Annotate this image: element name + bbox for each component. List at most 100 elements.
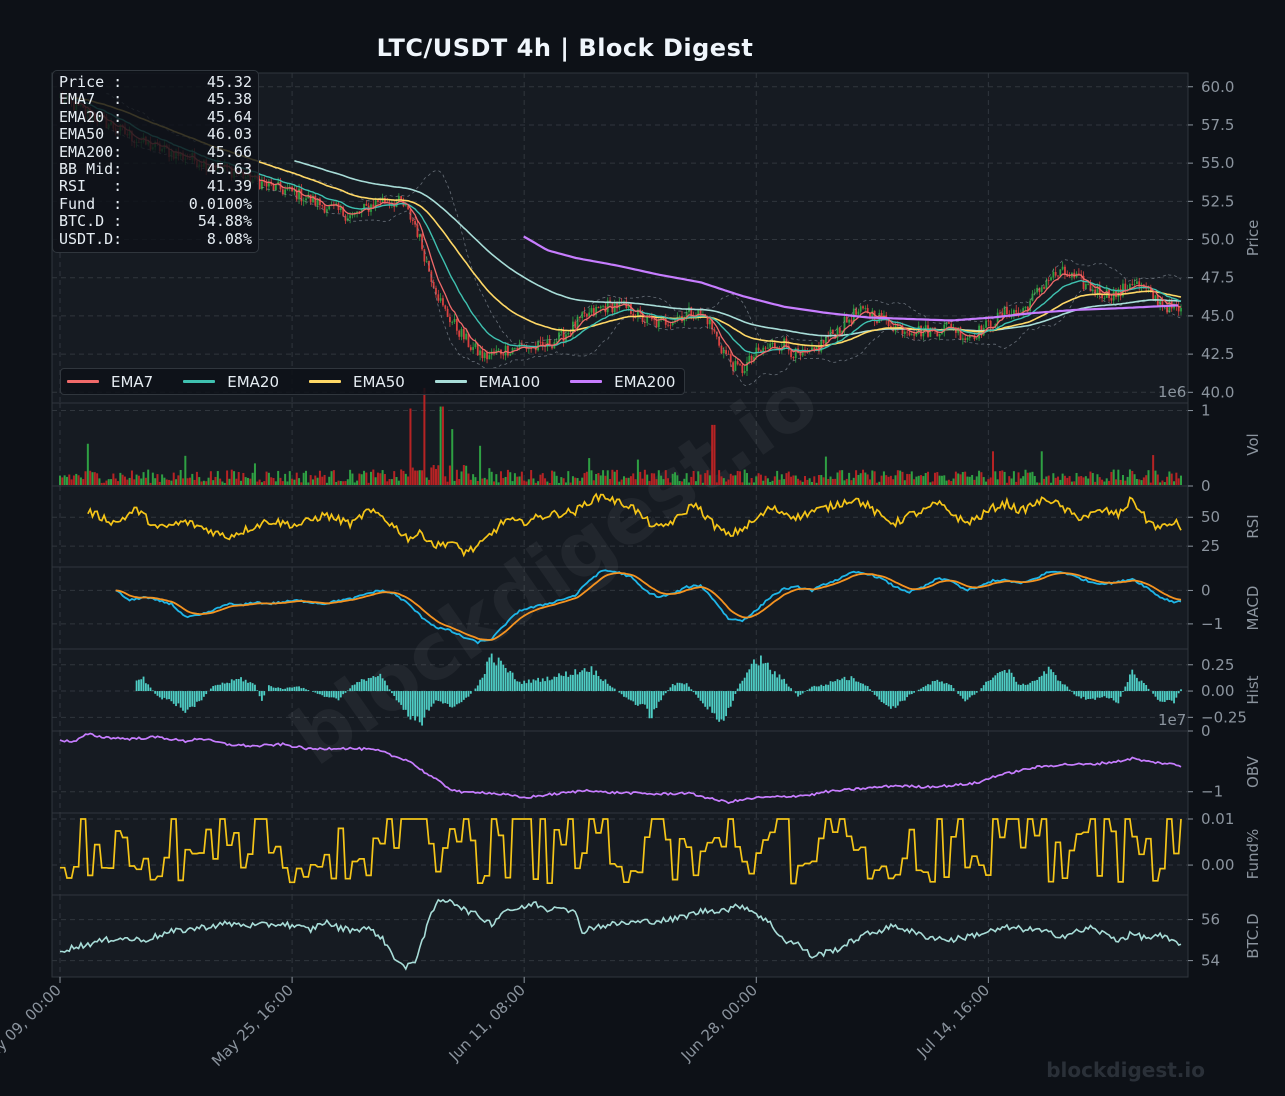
candle-body: [321, 205, 324, 206]
candle-body: [295, 190, 298, 200]
hist-bar: [165, 691, 168, 700]
hist-bar: [920, 688, 922, 692]
hist-bar: [172, 691, 175, 704]
hist-bar: [1163, 691, 1166, 702]
hist-bar: [497, 657, 500, 692]
hist-bar: [565, 671, 567, 692]
candle-body: [372, 204, 375, 208]
volume-bar: [226, 470, 229, 485]
volume-bar: [374, 477, 377, 485]
ytick-label: 0.01: [1201, 810, 1234, 828]
candle-body: [845, 316, 848, 323]
volume-bar: [978, 470, 981, 485]
volume-bar: [824, 456, 827, 485]
ytick-label: 50: [1201, 508, 1220, 526]
candle-body: [799, 352, 802, 356]
candle-body: [1012, 310, 1015, 314]
hist-bar: [504, 667, 507, 692]
volume-bar: [852, 477, 855, 485]
volume-bar: [940, 475, 943, 485]
hist-bar: [1173, 691, 1175, 704]
candle-body: [753, 357, 755, 361]
volume-bar: [780, 474, 783, 485]
hist-bar: [1133, 674, 1136, 692]
hist-bar: [632, 691, 635, 702]
volume-bar: [363, 470, 366, 485]
hist-bar: [650, 691, 653, 719]
hist-bar: [221, 682, 224, 692]
volume-bar: [664, 470, 667, 485]
volume-bar: [808, 478, 811, 485]
hist-bar: [941, 681, 943, 692]
volume-bar: [474, 477, 477, 485]
hist-bar: [664, 691, 667, 694]
hist-bar: [797, 691, 799, 697]
hist-bar: [1047, 666, 1050, 692]
hist-bar: [534, 680, 537, 692]
hist-bar: [481, 677, 484, 692]
volume-bar: [147, 469, 150, 485]
volume-bar: [1056, 476, 1059, 485]
volume-bar: [885, 475, 888, 485]
candle-body: [365, 203, 368, 206]
hist-bar: [1038, 676, 1041, 692]
volume-bar: [569, 482, 572, 485]
ytick-label: 0: [1201, 581, 1211, 599]
volume-bar: [75, 473, 78, 485]
hist-bar: [560, 675, 563, 692]
candle-body: [509, 353, 512, 356]
hist-bar: [834, 681, 837, 692]
hist-bar: [175, 691, 177, 707]
volume-bar: [564, 482, 567, 485]
candle-body: [356, 211, 358, 213]
volume-bar: [237, 472, 240, 485]
volume-bar: [1059, 479, 1062, 485]
candle-body: [411, 219, 414, 221]
hist-bar: [527, 679, 530, 692]
xtick-label: Jun 11, 08:00: [445, 981, 529, 1065]
volume-bar: [985, 481, 988, 485]
volume-bar: [880, 475, 883, 485]
candle-body: [850, 319, 853, 323]
hist-bar: [439, 691, 442, 702]
volume-bar: [964, 471, 967, 485]
volume-bar: [804, 476, 807, 485]
hist-bar: [1096, 691, 1099, 698]
chart-title: LTC/USDT 4h | Block Digest: [376, 34, 754, 62]
hist-bar: [451, 691, 454, 708]
candle-body: [1045, 280, 1048, 289]
volume-bar: [722, 478, 725, 485]
hist-bar: [748, 669, 751, 692]
candle-body: [764, 347, 767, 349]
volume-bar: [260, 482, 263, 485]
hist-bar: [806, 690, 809, 692]
candle-body: [715, 331, 718, 337]
volume-bar: [144, 477, 147, 485]
hist-bar: [678, 682, 681, 692]
hist-bar: [1136, 677, 1138, 692]
info-row-ema200: EMA200: 45.66: [59, 142, 252, 161]
ylabel-rsi: RSI: [1244, 514, 1262, 538]
volume-bar: [390, 479, 393, 485]
candle-body: [674, 319, 676, 322]
hist-bar: [1077, 691, 1080, 697]
candle-body: [746, 361, 748, 372]
volume-bar: [421, 470, 424, 485]
volume-bar: [657, 470, 660, 485]
hist-bar: [1159, 691, 1162, 702]
hist-bar: [493, 662, 495, 692]
hist-bar: [1177, 691, 1180, 694]
volume-bar: [581, 477, 584, 485]
hist-bar: [750, 663, 753, 692]
candle-body: [1015, 310, 1018, 313]
candle-body: [379, 201, 382, 203]
hist-bar: [486, 661, 488, 692]
volume-bar: [748, 482, 751, 485]
hist-bar: [467, 691, 470, 697]
hist-bar: [618, 691, 621, 693]
hist-bar: [437, 691, 440, 701]
hist-bar: [1064, 684, 1066, 692]
ytick-label: 0.00: [1201, 682, 1234, 700]
candle-body: [567, 332, 570, 335]
hist-bar: [609, 685, 611, 692]
